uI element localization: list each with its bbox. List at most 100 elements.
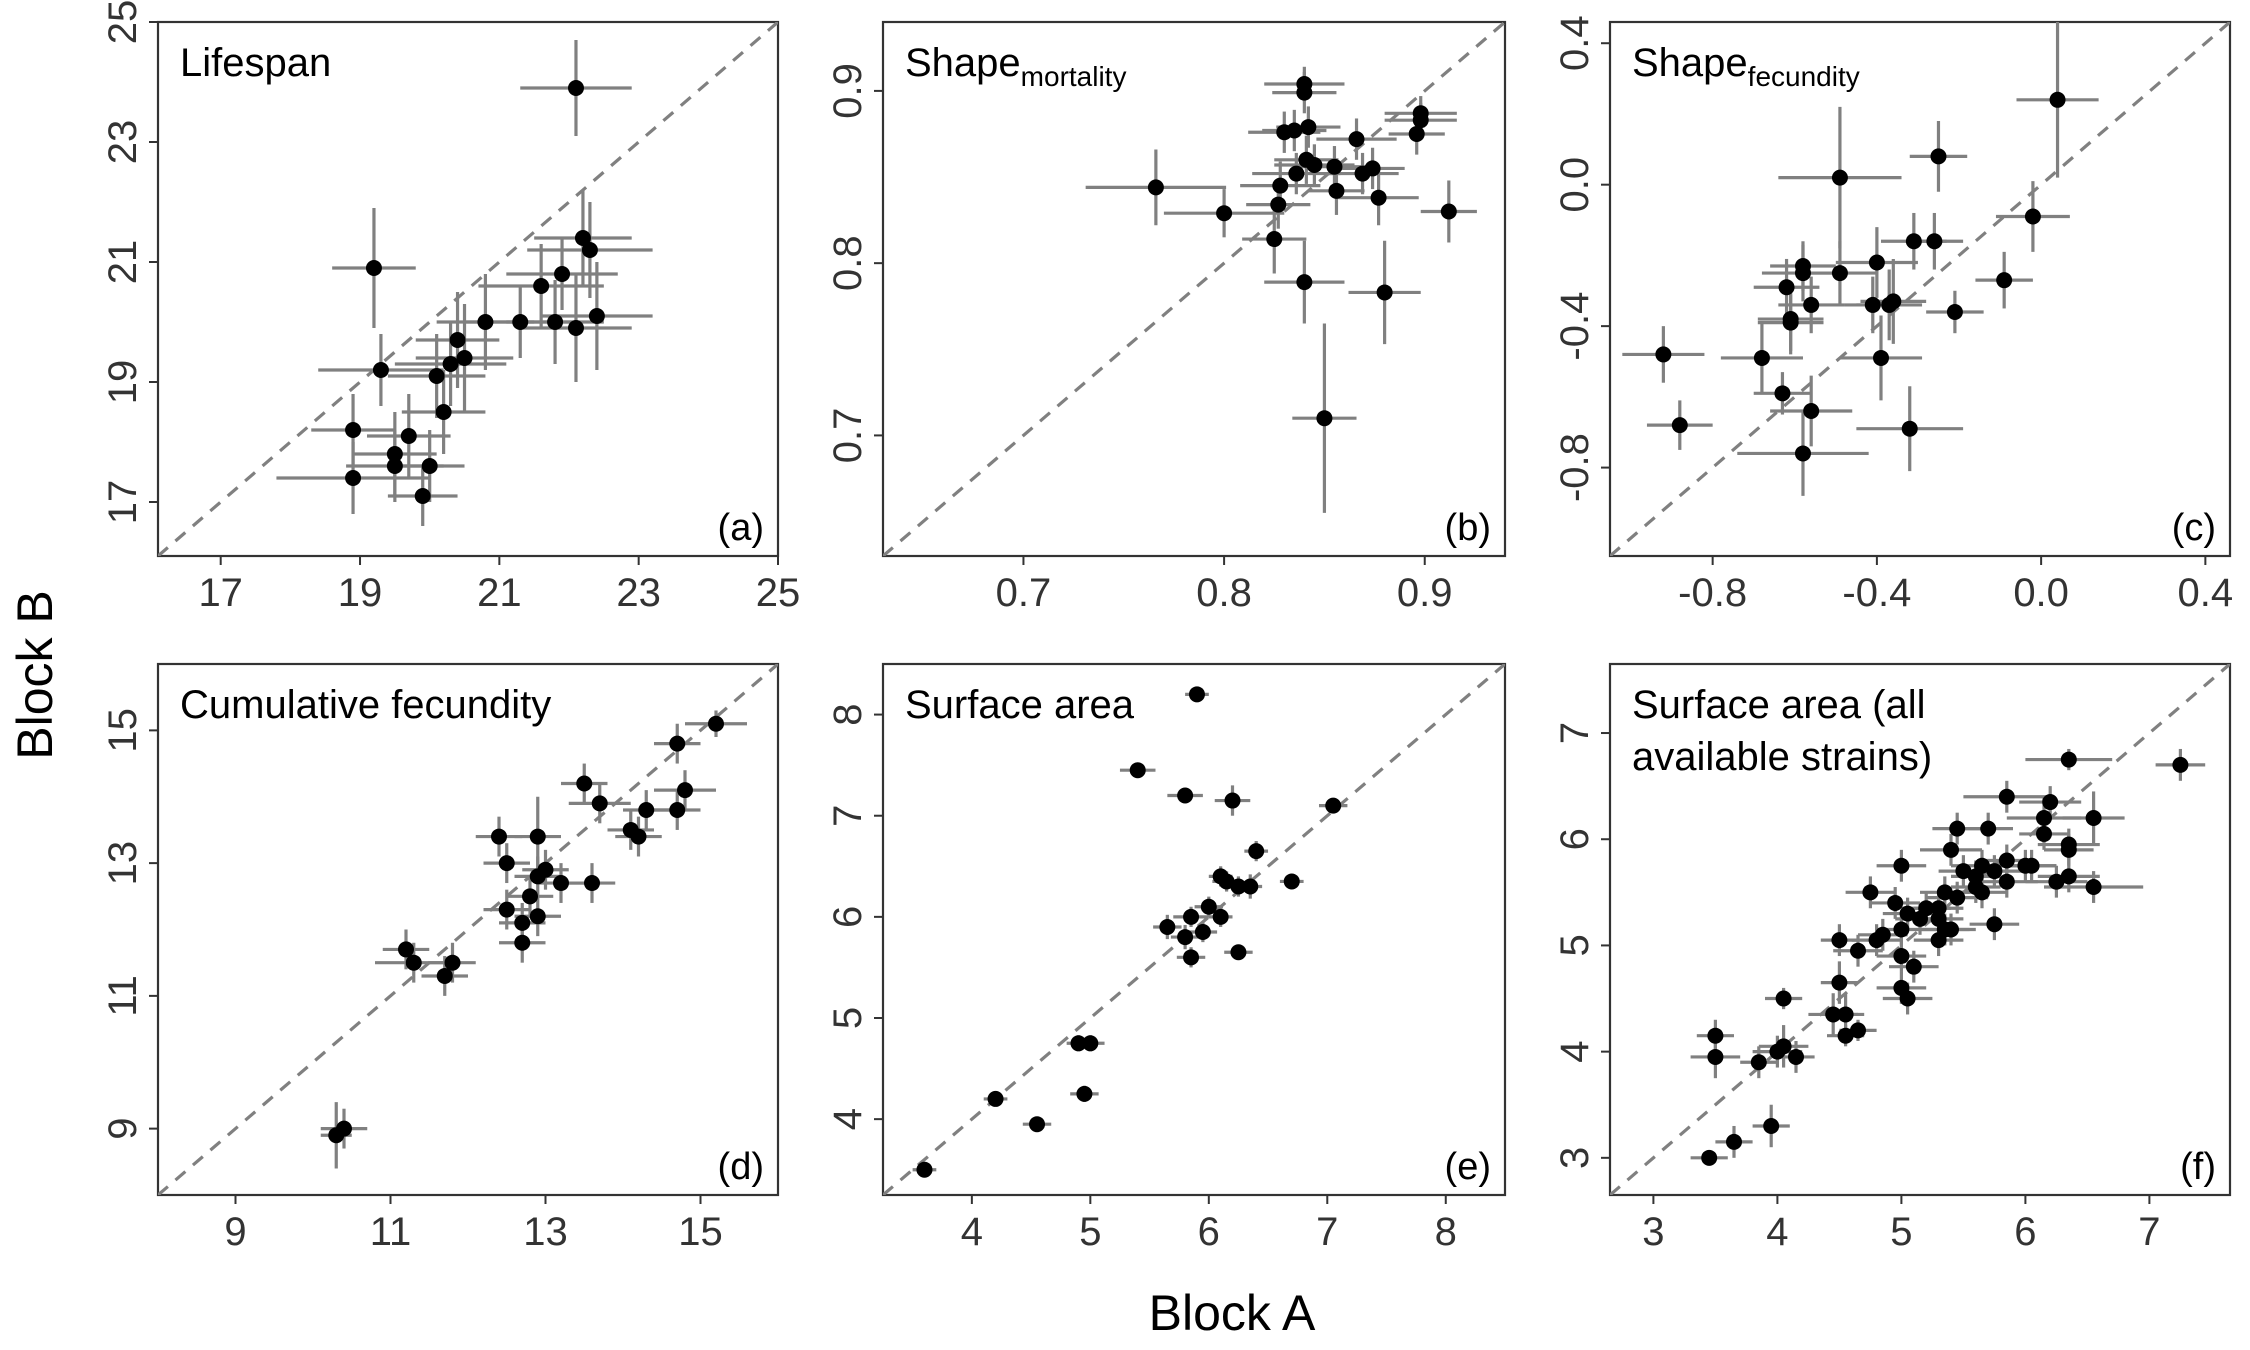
panel-a-point [442,356,459,372]
panel-f-point [1893,948,1910,965]
panel-d-xtick-label: 9 [224,1210,246,1254]
panel-a-point [574,230,591,246]
panel-d-point [498,901,515,918]
panel-a-xtick-label: 19 [338,571,383,615]
panel-c-frame [1608,20,2232,558]
panel-e-point [1242,878,1259,895]
panel-d-point [491,828,507,845]
panel-a-point [581,242,598,258]
panel-a-ytick-label: 17 [101,480,145,525]
panel-a-xtick-label: 23 [616,571,661,615]
panel-d-point [522,888,538,905]
panel-e-xtick-label: 5 [1079,1210,1101,1254]
panel-c-point [1881,296,1898,313]
panel-e-point [916,1161,933,1178]
panel-b-point [1370,189,1387,206]
panel-a-ytick-label: 21 [101,240,145,285]
panel-f-point [1831,974,1848,991]
panel-f-point [1899,990,1916,1007]
figure-ylabel: Block B [7,590,63,760]
panel-a-point [477,314,494,330]
panel-c-point [1831,169,1848,186]
panel-c-point [1655,346,1672,363]
panel-c-point [1926,233,1943,250]
panel-c-point [1782,314,1799,331]
panel-e-frame [881,662,1507,1197]
panel-a-point [386,446,403,462]
panel-c-point [1778,279,1795,296]
panel-b-point [1306,156,1323,173]
panel-b-point [1408,125,1425,142]
panel-a-point [414,488,431,504]
panel-a-point [435,404,452,420]
panel-f-point [1943,921,1959,938]
panel-b-ytick-label: 0.8 [826,235,870,291]
panel-b-point [1348,131,1365,148]
panel-e-ytick-label: 4 [826,1108,870,1130]
panel-d-ytick-label: 9 [101,1118,145,1140]
panel-a-ytick-label: 19 [101,360,145,405]
panel-d-point [529,828,546,845]
panel-f-point [1837,1027,1854,1044]
panel-d-point [553,875,569,892]
panel-c-point [1794,265,1811,282]
panel-d-point [405,954,422,971]
panel-f-point [1775,990,1792,1007]
panel-d-point [514,914,531,931]
panel-a-title-main: Lifespan [180,41,331,85]
panel-e-point [1082,1035,1099,1052]
panel-d-point [677,782,693,799]
panel-b-point [1286,122,1303,139]
panel-e-ytick-label: 5 [826,1007,870,1029]
panel-d-ytick-label: 11 [101,975,145,1017]
panel-b-point [1296,274,1313,291]
panel-f-point [1930,932,1947,949]
panel-d-xtick-label: 13 [523,1210,568,1254]
panel-f-point [2172,756,2189,773]
panel-b-point [1412,112,1429,129]
panel-e-point [1230,878,1247,895]
panel-c: -0.8 -0.4 0.0 0.4 -0.8 -0.4 0.0 0.4 Shapefecundi… [1553,15,2233,615]
panel-f-point [1998,852,2015,869]
panel-a-point [533,278,550,294]
panel-a-point [588,308,605,324]
panel-e-ytick-label: 7 [826,805,870,827]
panel-f-point [1701,1149,1718,1166]
panel-b-point [1272,177,1289,194]
panel-a-point [547,314,564,330]
panel-a-point [567,80,584,96]
panel-f-point [1949,820,1966,837]
panel-c-point [1930,148,1947,165]
panel-b-frame [881,20,1507,558]
panel-a-point [365,260,382,276]
panel-f-point [1905,958,1922,975]
panel-e-ytick-label: 6 [826,906,870,928]
panel-e-title: Surface area [905,683,1135,727]
panel-b-point [1328,182,1345,199]
panel-d-xtick-label: 15 [678,1210,723,1254]
panel-c-point [2024,208,2041,225]
panel-b-title-subscript: mortality [1021,61,1127,92]
panel-c-point [1872,349,1889,366]
panel-f-point [2023,857,2040,874]
panel-d-point [669,735,686,752]
panel-a-point [554,266,571,282]
panel-d-letter: (d) [718,1146,764,1188]
panel-f-point [1788,1048,1804,1065]
panel-f-point [2085,809,2102,826]
panel-a-points [276,40,653,526]
panel-f-point [1893,921,1910,938]
panel-f-point [1707,1048,1724,1065]
panel-c-point [1996,272,2013,289]
panel-f-point [1986,863,2003,880]
panel-e-point [1029,1116,1046,1133]
panel-a-title: Lifespan [180,41,331,85]
panel-d-point [576,775,593,792]
panel-f-ytick-label: 5 [1553,934,1597,956]
panel-e-point [1076,1085,1093,1102]
panel-e: 4 5 6 7 8 4 5 6 7 8 Surface area (e) [826,662,1507,1254]
panel-f-point [1750,1054,1767,1071]
panel-d-point [529,868,546,885]
panel-a-ytick-label: 25 [101,0,145,44]
panel-f-xtick-label: 6 [2014,1210,2036,1254]
